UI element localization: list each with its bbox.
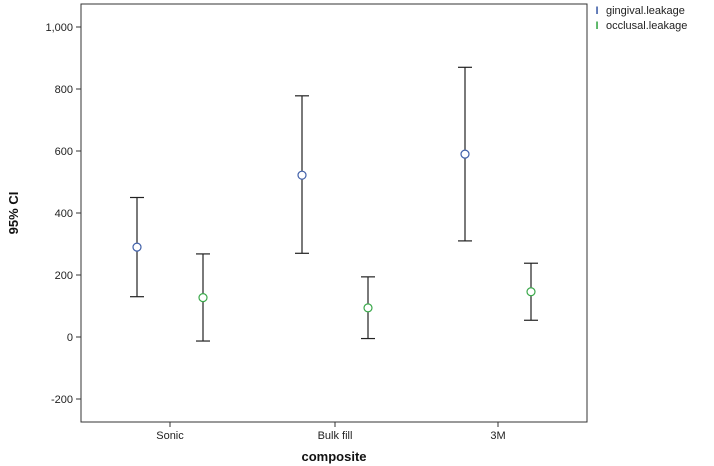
legend-label-gingival: gingival.leakage [606, 5, 685, 17]
legend-glyph-occlusal: I [595, 20, 599, 32]
mean-point-occlusal [526, 287, 536, 297]
y-tick-label: 200 [55, 270, 73, 282]
mean-point-gingival [297, 170, 307, 180]
y-axis-title: 95% CI [6, 192, 21, 235]
x-tick-label: Sonic [156, 430, 184, 442]
x-tick-label: Bulk fill [318, 430, 353, 442]
x-axis: Sonic Bulk fill 3M [156, 422, 506, 442]
y-axis: -200 0 200 400 600 800 1,000 [45, 22, 81, 406]
mean-point-occlusal [198, 293, 208, 303]
mean-point-gingival [132, 242, 142, 252]
x-axis-title: composite [301, 449, 366, 464]
legend-glyph-gingival: I [595, 5, 599, 17]
mean-point-gingival [460, 149, 470, 159]
legend: I gingival.leakage I occlusal.leakage [592, 4, 687, 34]
y-tick-label: 400 [55, 208, 73, 220]
legend-item-occlusal: I occlusal.leakage [592, 19, 687, 34]
y-tick-label: -200 [51, 394, 73, 406]
legend-item-gingival: I gingival.leakage [592, 4, 687, 19]
plot-area [80, 3, 588, 423]
legend-label-occlusal: occlusal.leakage [606, 20, 688, 32]
y-tick-label: 600 [55, 146, 73, 158]
mean-point-occlusal [363, 303, 373, 313]
y-tick-label: 800 [55, 84, 73, 96]
x-tick-label: 3M [490, 430, 505, 442]
error-bars [130, 66, 538, 342]
y-tick-label: 1,000 [45, 22, 73, 34]
y-tick-label: 0 [67, 332, 73, 344]
